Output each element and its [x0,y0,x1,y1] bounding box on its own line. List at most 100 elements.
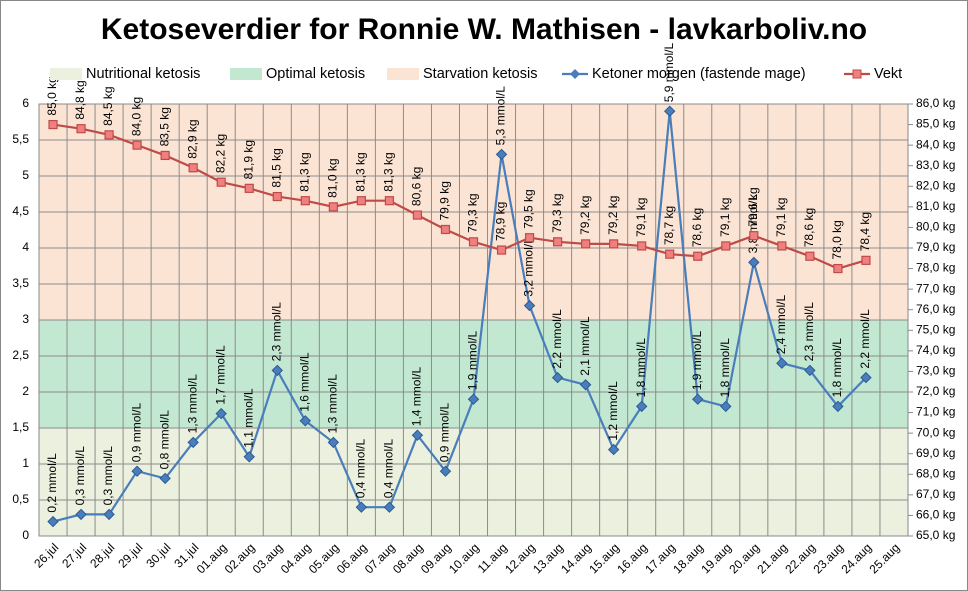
data-label: 79,3 kg [466,193,480,232]
point [607,443,620,456]
data-label: 2,3 mmol/L [269,302,283,362]
point [552,237,563,247]
data-label: 2,3 mmol/L [802,302,816,362]
point [467,393,480,405]
point [777,241,787,251]
y2-tick-label: 76,0 kg [916,302,955,316]
data-label: 2,2 mmol/L [858,309,872,369]
data-label: 79,3 kg [550,193,564,232]
point [468,237,479,247]
data-label: 84,5 kg [101,86,115,125]
data-label: 0,3 mmol/L [73,446,87,506]
data-label: 85,0 kg [45,76,59,115]
y-tick-label: 1,5 [12,420,29,434]
data-label: 1,4 mmol/L [410,367,424,427]
data-label: 0,9 mmol/L [129,403,143,463]
data-label: 78,9 kg [494,202,508,241]
legend-marker [852,69,862,79]
y2-tick-label: 83,0 kg [916,158,955,172]
point [272,191,282,202]
point [720,400,732,413]
point [524,233,535,243]
y-tick-label: 3,5 [12,276,29,290]
point [159,472,171,485]
data-label: 2,4 mmol/L [774,295,788,355]
point [328,202,338,212]
data-label: 1,1 mmol/L [241,388,255,448]
data-label: 1,6 mmol/L [297,352,311,412]
y-tick-label: 6 [22,96,29,110]
point [832,400,844,413]
legend-label: Starvation ketosis [423,66,537,82]
point [48,119,58,130]
data-label: 5,9 mmol/L [662,43,676,103]
y-tick-label: 1 [22,456,29,470]
point [496,245,507,255]
data-label: 79,9 kg [438,181,452,220]
data-label: 1,8 mmol/L [830,338,844,398]
point [749,231,759,241]
chart-title: Ketoseverdier for Ronnie W. Mathisen - l… [101,13,867,46]
y-tick-label: 4 [22,240,29,254]
data-label: 78,0 kg [830,220,844,259]
point [637,241,647,251]
y2-tick-label: 69,0 kg [916,446,955,460]
point [693,251,703,261]
point [439,465,452,477]
data-label: 78,6 kg [802,208,816,247]
point [411,429,424,441]
point [215,407,227,420]
data-label: 80,6 kg [410,167,424,206]
y2-tick-label: 68,0 kg [916,466,955,480]
legend-swatch [387,68,419,80]
point [187,436,199,449]
point [861,255,871,265]
y2-tick-label: 71,0 kg [916,405,955,419]
point [860,371,872,384]
y2-tick-label: 78,0 kg [916,261,955,275]
data-label: 79,2 kg [606,196,620,235]
point [664,105,676,117]
y-tick-label: 0 [22,528,29,542]
legend-swatch [50,68,82,80]
data-label: 81,0 kg [326,158,340,197]
y2-tick-label: 82,0 kg [916,178,955,192]
data-label: 1,3 mmol/L [326,374,340,434]
legend-swatch [230,68,262,80]
data-label: 84,8 kg [73,80,87,119]
y2-tick-label: 65,0 kg [916,528,955,542]
data-label: 79,2 kg [578,196,592,235]
y2-tick-label: 75,0 kg [916,322,955,336]
data-label: 0,9 mmol/L [438,403,452,463]
point [216,177,226,187]
legend-label: Nutritional ketosis [86,66,200,82]
data-label: 2,2 mmol/L [550,309,564,369]
point [609,239,619,249]
legend-label: Ketoner morgen (fastende mage) [592,66,806,82]
plot-frame [38,103,909,537]
data-label: 81,3 kg [297,152,311,191]
point [103,508,115,521]
data-label: 0,3 mmol/L [101,446,115,506]
data-label: 1,9 mmol/L [466,331,480,391]
y2-tick-label: 77,0 kg [916,281,955,295]
y2-tick-label: 73,0 kg [916,364,955,378]
series-line [52,123,867,270]
data-label: 1,2 mmol/L [606,381,620,441]
y-tick-label: 5,5 [12,132,29,146]
data-label: 81,3 kg [382,152,396,191]
data-label: 0,4 mmol/L [382,439,396,499]
point [665,249,675,259]
point [356,196,366,206]
point [300,196,310,206]
point [833,263,843,274]
y-tick-label: 3 [22,312,29,326]
data-label: 2,1 mmol/L [578,316,592,376]
point [579,379,592,391]
data-label: 1,9 mmol/L [690,331,704,391]
point [523,299,536,312]
data-label: 0,8 mmol/L [157,410,171,470]
data-label: 79,1 kg [774,198,788,237]
data-label: 0,2 mmol/L [45,453,59,513]
